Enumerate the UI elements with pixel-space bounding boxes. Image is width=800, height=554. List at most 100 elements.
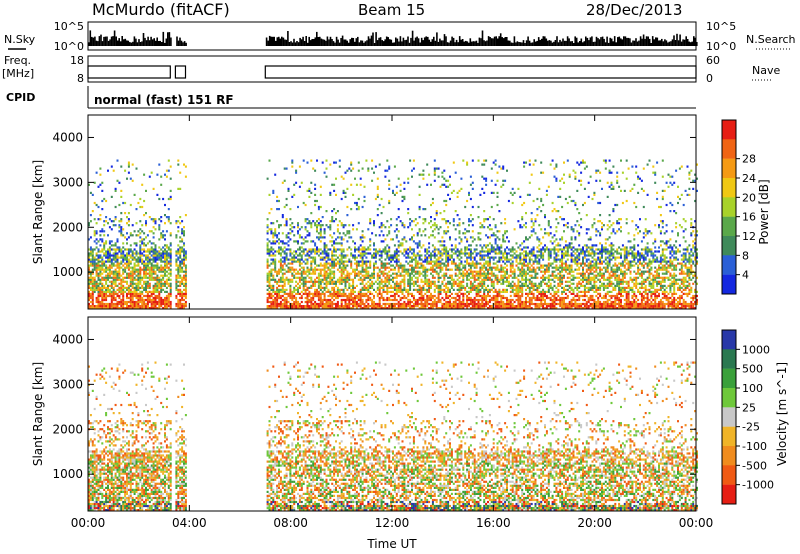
heatmap-cell	[344, 286, 347, 289]
heatmap-cell	[179, 236, 182, 239]
heatmap-cell	[97, 298, 100, 302]
heatmap-cell	[393, 230, 396, 233]
heatmap-cell	[323, 250, 326, 253]
noise-bar	[89, 30, 92, 46]
heatmap-cell	[306, 250, 309, 253]
heatmap-cell	[179, 268, 182, 271]
heatmap-cell	[416, 246, 419, 249]
noise-bar	[376, 40, 379, 46]
heatmap-cell	[471, 274, 474, 277]
heatmap-cell	[310, 250, 313, 253]
heatmap-cell	[363, 278, 366, 281]
heatmap-cell	[108, 264, 111, 267]
heatmap-cell	[469, 286, 472, 289]
heatmap-cell	[177, 248, 180, 251]
heatmap-cell	[350, 248, 353, 251]
heatmap-cell	[441, 274, 444, 277]
heatmap-cell	[276, 250, 279, 253]
heatmap-cell	[323, 282, 326, 285]
heatmap-cell	[95, 282, 98, 285]
heatmap-cell	[327, 290, 330, 293]
heatmap-cell	[114, 216, 117, 219]
heatmap-cell	[456, 254, 459, 257]
heatmap-cell	[464, 264, 467, 267]
heatmap-cell	[181, 232, 184, 235]
heatmap-cell	[469, 268, 472, 271]
heatmap-cell	[317, 268, 320, 271]
heatmap-cell	[319, 240, 322, 243]
heatmap-cell	[89, 252, 92, 255]
heatmap-cell	[340, 278, 343, 281]
heatmap-cell	[93, 276, 96, 279]
heatmap-cell	[437, 296, 440, 300]
heatmap-cell	[88, 296, 90, 300]
heatmap-cell	[298, 292, 301, 295]
heatmap-cell	[475, 264, 478, 267]
noise-bar	[471, 41, 473, 46]
noise-bar	[346, 40, 348, 46]
heatmap-cell	[401, 307, 404, 310]
heatmap-cell	[131, 286, 134, 289]
noise-bar	[323, 39, 326, 46]
heatmap-cell	[165, 246, 168, 249]
heatmap-cell	[445, 230, 448, 233]
heatmap-cell	[298, 268, 301, 271]
heatmap-cell	[376, 252, 379, 255]
heatmap-cell	[89, 214, 92, 217]
heatmap-cell	[329, 274, 332, 277]
heatmap-cell	[107, 258, 109, 261]
heatmap-cell	[164, 250, 166, 253]
heatmap-cell	[95, 266, 98, 269]
heatmap-cell	[266, 258, 269, 261]
heatmap-cell	[348, 260, 351, 263]
heatmap-cell	[289, 292, 292, 295]
heatmap-cell	[374, 254, 377, 257]
heatmap-cell	[181, 307, 184, 310]
heatmap-cell	[492, 266, 495, 269]
heatmap-cell	[285, 197, 288, 201]
noise-bar	[551, 42, 554, 46]
heatmap-cell	[150, 294, 153, 298]
heatmap-cell	[490, 256, 493, 259]
heatmap-cell	[169, 232, 172, 235]
heatmap-cell	[333, 292, 336, 295]
heatmap-cell	[285, 288, 288, 291]
heatmap-cell	[116, 266, 119, 269]
heatmap-cell	[335, 161, 337, 164]
heatmap-cell	[133, 262, 136, 265]
heatmap-cell	[314, 300, 317, 304]
heatmap-cell	[141, 230, 144, 233]
heatmap-cell	[456, 191, 459, 194]
heatmap-cell	[443, 199, 446, 203]
heatmap-cell	[496, 296, 499, 300]
noise-bar	[177, 40, 180, 46]
heatmap-cell	[401, 302, 404, 306]
heatmap-cell	[154, 305, 157, 308]
heatmap-cell	[177, 302, 180, 306]
heatmap-cell	[179, 284, 182, 287]
heatmap-cell	[367, 167, 370, 170]
noise-bar	[492, 38, 494, 46]
heatmap-cell	[148, 284, 151, 287]
heatmap-cell	[468, 230, 470, 233]
heatmap-cell	[363, 195, 366, 198]
heatmap-cell	[445, 250, 448, 253]
heatmap-cell	[335, 242, 337, 245]
heatmap-cell	[323, 252, 326, 255]
heatmap-cell	[88, 276, 90, 279]
heatmap-cell	[395, 260, 398, 263]
heatmap-cell	[99, 238, 102, 241]
heatmap-cell	[399, 298, 402, 302]
heatmap-cell	[355, 203, 358, 207]
heatmap-cell	[475, 266, 478, 269]
heatmap-cell	[116, 254, 119, 257]
heatmap-cell	[145, 236, 147, 239]
heatmap-cell	[184, 280, 187, 283]
heatmap-cell	[112, 276, 115, 279]
heatmap-cell	[397, 268, 400, 271]
heatmap-cell	[156, 252, 159, 255]
heatmap-cell	[348, 246, 351, 249]
heatmap-cell	[340, 282, 343, 285]
heatmap-cell	[392, 272, 394, 275]
heatmap-cell	[458, 232, 461, 235]
